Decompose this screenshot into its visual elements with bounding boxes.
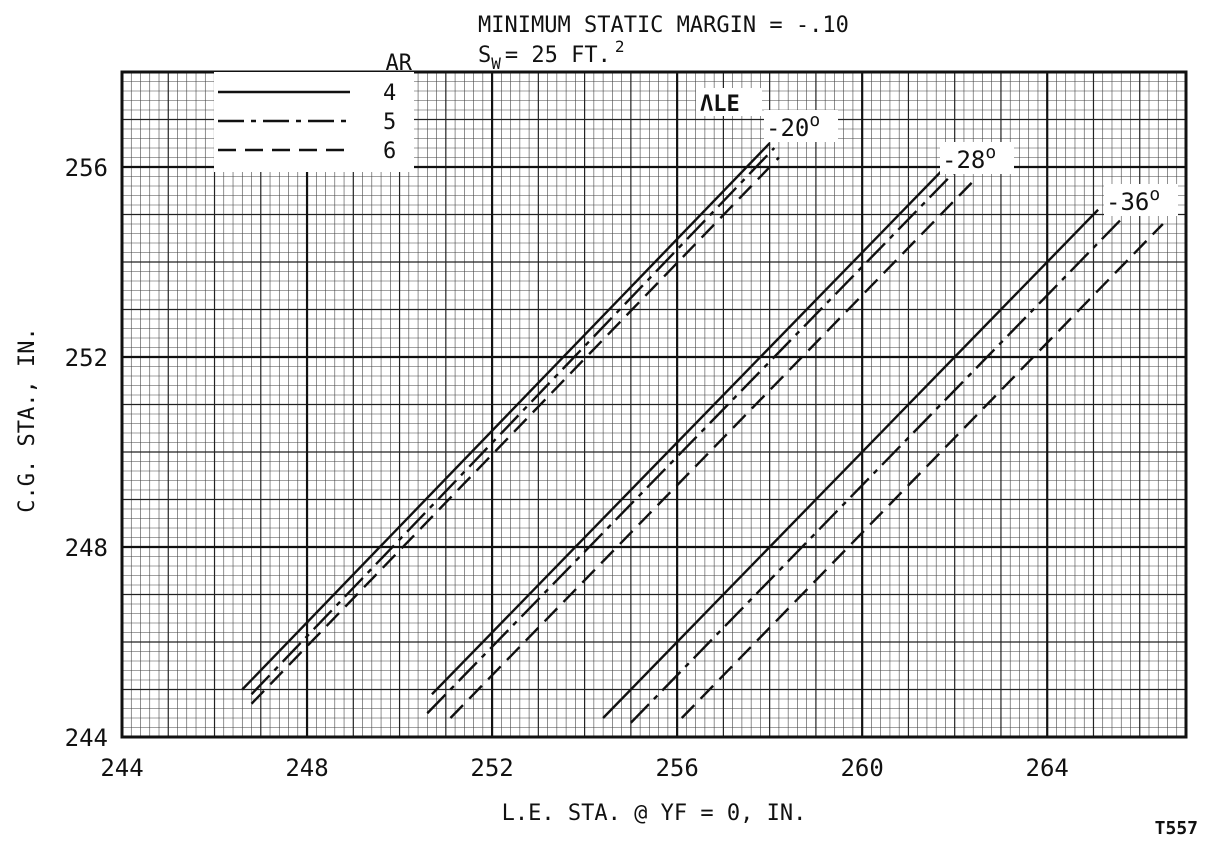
y-tick-label: 244 xyxy=(65,724,108,752)
series-line-sweep1-ar4 xyxy=(241,142,771,691)
x-tick-label: 252 xyxy=(470,754,513,782)
x-tick-label: 248 xyxy=(285,754,328,782)
legend-label: 4 xyxy=(383,81,396,106)
sweep-value-label: -20o xyxy=(766,110,820,142)
x-tick-label: 244 xyxy=(100,754,143,782)
series-line-sweep3-ar6 xyxy=(680,223,1164,719)
area-label-superscript: 2 xyxy=(615,37,625,56)
sweep-label: ΛLE xyxy=(700,92,740,117)
area-label-subscript: W xyxy=(491,54,501,73)
group-labels: -20o -28o -36o xyxy=(764,110,1178,216)
legend-label: 6 xyxy=(383,139,396,164)
legend-title: AR xyxy=(386,51,413,76)
series-line-sweep1-ar5 xyxy=(250,147,776,696)
series-line-sweep3-ar5 xyxy=(630,218,1123,724)
grid-mid xyxy=(122,71,1187,737)
area-label: SW = 25 FT. 2 xyxy=(478,37,625,73)
x-tick-labels: 244 248 252 256 260 264 xyxy=(100,754,1069,782)
series-line-sweep2-ar4 xyxy=(431,170,942,696)
series-layer xyxy=(241,142,1164,724)
y-tick-label: 248 xyxy=(65,534,108,562)
x-tick-label: 264 xyxy=(1026,754,1069,782)
series-line-sweep2-ar6 xyxy=(449,175,979,719)
legend-entries: 4 5 6 xyxy=(218,81,396,164)
chart-title: MINIMUM STATIC MARGIN = -.10 xyxy=(478,13,849,38)
sweep-value-label: -36o xyxy=(1106,184,1160,216)
y-axis-title: C.G. STA., IN. xyxy=(15,327,40,512)
series-line-sweep3-ar4 xyxy=(602,208,1099,719)
x-axis-title: L.E. STA. @ YF = 0, IN. xyxy=(502,801,807,826)
area-label-value: = 25 FT. xyxy=(505,43,611,68)
x-tick-label: 260 xyxy=(840,754,883,782)
sweep-value-box xyxy=(764,110,838,142)
x-tick-label: 256 xyxy=(655,754,698,782)
figure-id: T557 xyxy=(1155,818,1198,839)
series-line-sweep1-ar6 xyxy=(250,156,780,705)
plot-frame xyxy=(120,70,1188,739)
area-label-symbol: S xyxy=(478,43,491,68)
y-tick-label: 252 xyxy=(65,344,108,372)
sweep-value-box xyxy=(940,142,1014,174)
y-tick-labels: 244 248 252 256 xyxy=(65,154,108,752)
sweep-value-label: -28o xyxy=(942,142,996,174)
legend-label: 5 xyxy=(383,110,396,135)
series-line-sweep2-ar5 xyxy=(426,170,956,715)
y-tick-label: 256 xyxy=(65,154,108,182)
sweep-label-box xyxy=(696,88,762,116)
sweep-value-box xyxy=(1104,184,1178,216)
